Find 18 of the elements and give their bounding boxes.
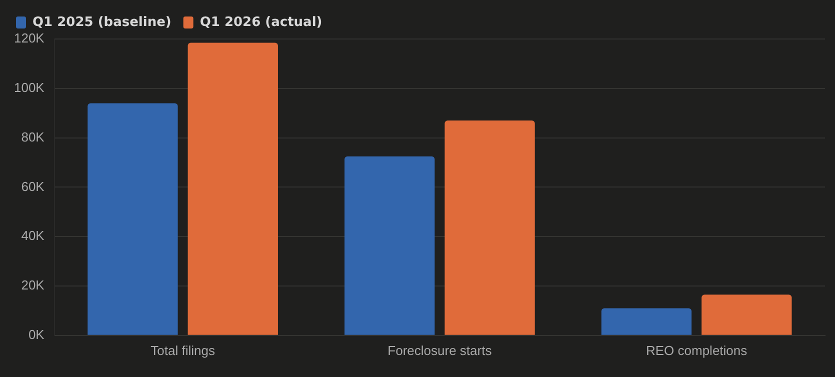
y-tick-label: 0K: [28, 326, 45, 342]
bar: [444, 120, 535, 335]
y-tick-label: 20K: [21, 278, 45, 293]
bar: [702, 294, 792, 335]
bar: [601, 308, 692, 335]
y-tick-label: 80K: [21, 129, 45, 144]
legend-label: Q1 2026 (actual): [200, 14, 322, 30]
x-tick-label: Total filings: [150, 342, 216, 358]
y-tick-label: 40K: [21, 228, 45, 244]
bar: [188, 42, 278, 335]
y-tick-label: 100K: [14, 80, 45, 95]
y-tick-label: 120K: [14, 30, 45, 46]
x-tick-label: REO completions: [646, 342, 748, 358]
legend-label: Q1 2025 (baseline): [32, 14, 172, 30]
y-tick-label: 60K: [21, 178, 45, 194]
bar: [88, 103, 178, 335]
x-tick-label: Foreclosure starts: [388, 342, 492, 358]
bar: [344, 156, 435, 335]
